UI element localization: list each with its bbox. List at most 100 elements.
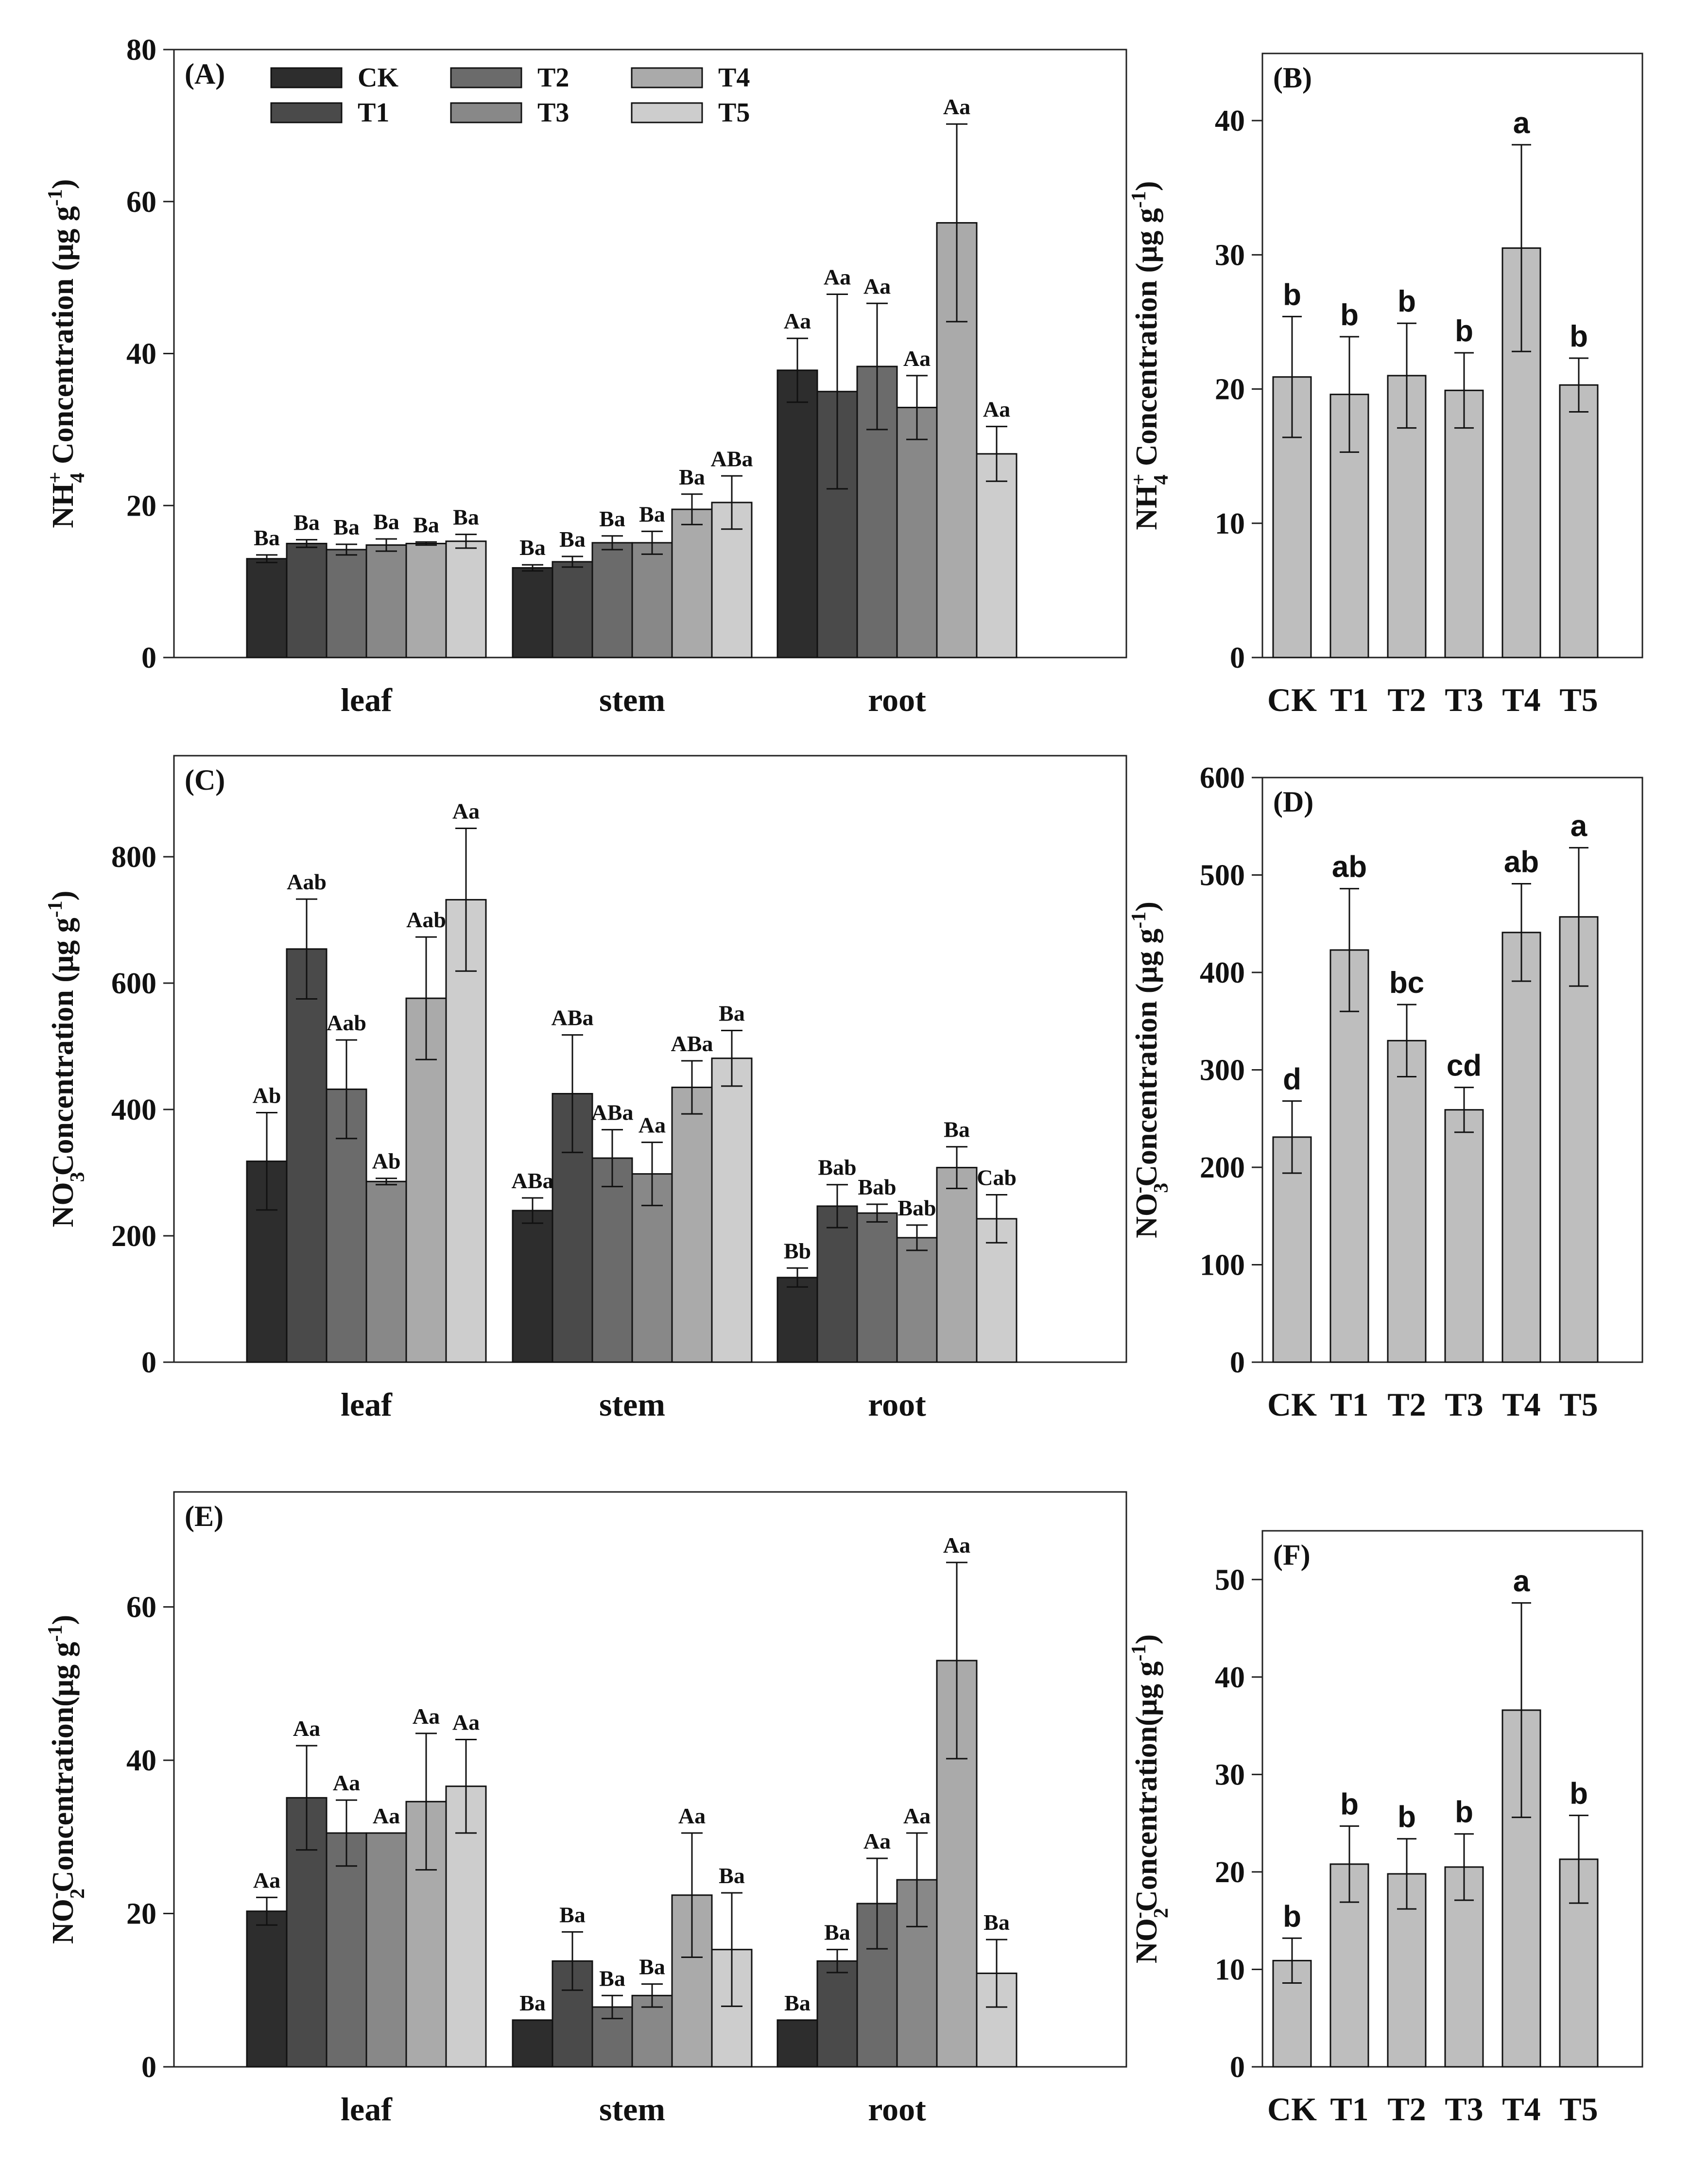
y-axis-label-part: NH	[47, 483, 80, 528]
significance-label: Ba	[559, 1902, 586, 1927]
y-tick-label: 500	[1200, 859, 1245, 892]
significance-label: Ba	[983, 1910, 1010, 1935]
y-tick-label: 600	[1200, 762, 1245, 795]
bar-t1-root	[816, 1960, 858, 2068]
bar-t3	[1444, 389, 1484, 658]
bar-t1	[1329, 394, 1369, 658]
significance-label: Aa	[943, 94, 970, 119]
significance-label: b	[1455, 314, 1473, 348]
significance-label: Aa	[373, 1803, 400, 1828]
x-category-label: CK	[1267, 2091, 1317, 2128]
x-category-label: T5	[1559, 681, 1598, 718]
significance-label: b	[1283, 278, 1301, 312]
significance-label: Ba	[944, 1117, 970, 1142]
x-category-label: T3	[1445, 1386, 1483, 1423]
x-category-label: root	[868, 681, 926, 718]
significance-label: Ba	[254, 525, 280, 550]
chart-panel-d: (D) 0 100 200 300 400 500 600 NO3-Concentration …	[1128, 762, 1643, 1423]
significance-label: Ba	[719, 1001, 745, 1026]
significance-label: Ba	[824, 1920, 850, 1945]
y-tick-label: 20	[1215, 1856, 1245, 1889]
significance-label: Aa	[638, 1113, 666, 1138]
bar-t4-stem	[671, 508, 713, 658]
significance-label: Ba	[453, 505, 479, 530]
panel-label: (D)	[1273, 786, 1313, 818]
y-axis-label-part: Concentration (μg g	[47, 206, 80, 472]
significance-label: Aa	[452, 799, 480, 824]
y-tick-label: 60	[126, 186, 156, 219]
significance-label: Ba	[784, 1991, 811, 2015]
bar-ck-stem	[512, 2019, 553, 2068]
y-tick-label: 200	[1200, 1151, 1245, 1184]
significance-label: Bab	[858, 1175, 896, 1199]
significance-label: Ba	[719, 1863, 745, 1888]
bar-t4	[1501, 932, 1541, 1363]
x-category-label: T1	[1330, 1386, 1368, 1423]
chart-panel-f: (F) 0 10 20 30 40 50 NO2-Concentration(μg g-1) b…	[1128, 1530, 1643, 2128]
bar-ck-root	[776, 1277, 818, 1363]
bar-t3-stem	[631, 542, 673, 658]
y-axis-label-part: -	[44, 1176, 67, 1182]
y-tick-label: 0	[1230, 2051, 1245, 2084]
y-axis-label-part: NO	[47, 1899, 80, 1944]
significance-label: Aa	[824, 265, 851, 290]
significance-label: Aab	[287, 869, 327, 894]
x-category-label: T1	[1330, 2091, 1368, 2128]
y-axis-label-part: -1	[44, 1625, 67, 1642]
significance-label: ab	[1504, 846, 1539, 879]
legend-label-t1: T1	[358, 98, 389, 128]
bar-t1-leaf	[286, 948, 328, 1363]
x-category-label: T3	[1445, 2091, 1483, 2128]
bar-t4-root	[936, 1167, 978, 1363]
bar-t4-leaf	[405, 542, 447, 658]
y-axis-label-part: )	[1130, 181, 1163, 191]
significance-label: Ba	[293, 510, 320, 535]
significance-label: Aa	[983, 397, 1010, 422]
legend-swatch-t3	[450, 102, 522, 123]
bar-t5	[1559, 384, 1599, 658]
y-tick-label: 30	[1215, 1758, 1245, 1791]
bar-ck-leaf	[246, 558, 288, 658]
x-category-label: CK	[1267, 1386, 1317, 1423]
y-axis-label-part: )	[1130, 901, 1163, 912]
y-tick-label: 80	[126, 34, 156, 67]
bar-ck-stem	[512, 567, 553, 658]
bar-t1-stem	[552, 561, 593, 658]
bar-ck	[1272, 1136, 1312, 1363]
significance-label: Aa	[943, 1533, 970, 1558]
panel-label: (C)	[185, 764, 225, 796]
y-axis-label-part: )	[47, 891, 80, 901]
y-axis-label-part: Concentration(μg g	[47, 1642, 80, 1893]
legend-label-ck: CK	[358, 63, 398, 93]
x-category-label: root	[868, 2091, 926, 2128]
x-category-label: T5	[1559, 1386, 1598, 1423]
legend-swatch-ck	[270, 67, 343, 88]
significance-label: Aa	[784, 309, 811, 333]
bar-t5-stem	[711, 1057, 753, 1363]
x-category-label: T5	[1559, 2091, 1598, 2128]
y-axis-label-part: -1	[1128, 191, 1150, 208]
bar-t3-root	[896, 407, 938, 658]
y-axis-label-part: 4	[1150, 475, 1173, 485]
significance-label: Aab	[327, 1010, 366, 1035]
bar-t2	[1387, 375, 1427, 658]
bar-t5-leaf	[445, 540, 487, 658]
x-category-label: root	[868, 1386, 926, 1423]
significance-label: Aa	[678, 1803, 706, 1828]
significance-label: Ba	[639, 1955, 665, 1979]
legend-label-t2: T2	[537, 63, 569, 93]
legend-label-t5: T5	[718, 98, 750, 128]
significance-label: Aa	[903, 1803, 931, 1828]
bar-t3	[1444, 1109, 1484, 1363]
significance-label: Aa	[903, 346, 931, 371]
x-category-label: CK	[1267, 681, 1317, 718]
y-tick-label: 40	[126, 338, 156, 371]
legend-swatch-t5	[631, 102, 703, 123]
bar-t4-stem	[671, 1087, 713, 1363]
significance-label: Ba	[519, 535, 546, 560]
panel-label: (E)	[185, 1500, 224, 1532]
bar-t2-leaf	[326, 1088, 367, 1363]
significance-label: Bab	[897, 1195, 936, 1220]
significance-label: Aa	[253, 1868, 280, 1892]
x-category-label: stem	[599, 1386, 665, 1423]
